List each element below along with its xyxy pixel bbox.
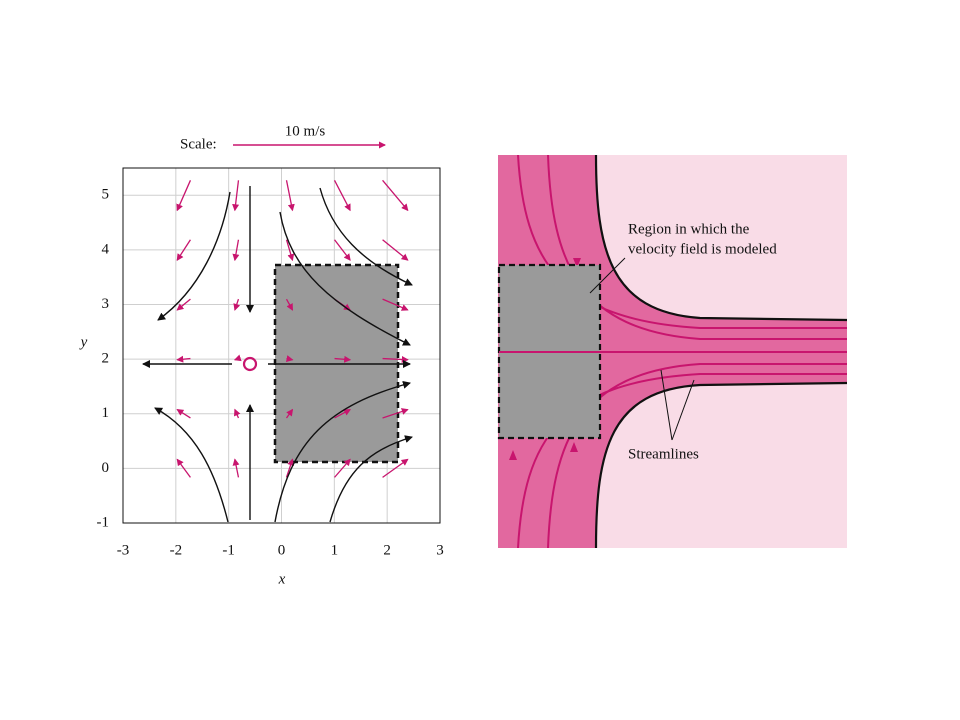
velocity-arrow bbox=[232, 458, 240, 478]
arrowhead bbox=[570, 442, 578, 452]
leader-line bbox=[660, 369, 673, 441]
region-label: Region in which the bbox=[628, 221, 750, 237]
velocity-arrow bbox=[285, 458, 294, 478]
velocity-vectors bbox=[176, 179, 409, 478]
y-tick-label: -1 bbox=[97, 514, 110, 530]
arrowhead bbox=[509, 450, 517, 460]
scale-value: 10 m/s bbox=[285, 123, 326, 139]
streamline bbox=[319, 187, 413, 286]
x-tick-label: 1 bbox=[331, 542, 339, 558]
velocity-arrow bbox=[334, 458, 351, 478]
streamlines bbox=[142, 186, 413, 523]
x-tick-label: -1 bbox=[222, 542, 235, 558]
plot-frame bbox=[122, 167, 441, 524]
x-tick-label: 2 bbox=[383, 542, 391, 558]
velocity-arrow bbox=[233, 354, 242, 362]
velocity-arrow bbox=[285, 180, 295, 212]
velocity-arrow bbox=[234, 408, 241, 419]
streamlines-label: Streamlines bbox=[628, 446, 699, 462]
streamline bbox=[274, 381, 411, 523]
velocity-arrow bbox=[176, 298, 191, 311]
velocity-arrow bbox=[233, 298, 241, 311]
velocity-arrow bbox=[176, 458, 191, 478]
velocity-arrow bbox=[176, 409, 191, 419]
region-label: velocity field is modeled bbox=[628, 241, 777, 257]
velocity-arrow bbox=[382, 458, 409, 478]
velocity-arrow bbox=[285, 355, 294, 363]
y-tick-label: 5 bbox=[102, 187, 110, 203]
y-tick-label: 3 bbox=[102, 296, 110, 312]
y-tick-label: 4 bbox=[102, 241, 110, 257]
velocity-arrow bbox=[232, 239, 240, 262]
velocity-arrow bbox=[176, 239, 191, 261]
stagnation-point bbox=[242, 356, 258, 372]
x-axis-label: x bbox=[278, 571, 286, 587]
boundary-streamline bbox=[594, 381, 848, 549]
velocity-arrow bbox=[333, 180, 351, 212]
streamline bbox=[329, 435, 413, 523]
velocity-arrow bbox=[382, 355, 409, 363]
x-tick-label: -2 bbox=[170, 542, 183, 558]
y-tick-label: 2 bbox=[102, 351, 110, 367]
x-tick-label: -3 bbox=[117, 542, 130, 558]
velocity-arrow bbox=[334, 408, 352, 419]
velocity-arrow bbox=[285, 298, 294, 311]
streamline bbox=[279, 211, 411, 346]
x-tick-label: 0 bbox=[278, 542, 286, 558]
velocity-arrow bbox=[382, 239, 409, 261]
y-tick-label: 0 bbox=[102, 460, 110, 476]
velocity-arrow bbox=[334, 355, 352, 363]
arrowhead bbox=[573, 258, 581, 268]
velocity-arrow bbox=[176, 355, 191, 363]
vector-field-plot: Scale: 10 m/s x y -3 -2 -1 0 1 2 3 -1 0 1 2 3 4 5 bbox=[79, 123, 444, 587]
velocity-arrow bbox=[176, 180, 192, 212]
scale-label: Scale: bbox=[180, 136, 217, 152]
velocity-arrow bbox=[285, 408, 294, 419]
streamline bbox=[154, 407, 229, 523]
leader-line bbox=[671, 379, 695, 441]
velocity-arrow bbox=[382, 408, 409, 419]
boundary-streamline bbox=[594, 154, 848, 322]
x-tick-label: 3 bbox=[436, 542, 444, 558]
leader-line bbox=[589, 257, 626, 294]
velocity-arrow bbox=[232, 180, 240, 212]
velocity-arrow bbox=[334, 239, 351, 261]
y-tick-label: 1 bbox=[102, 405, 110, 421]
velocity-arrow bbox=[285, 239, 295, 262]
y-axis-label: y bbox=[79, 334, 88, 350]
velocity-arrow bbox=[382, 298, 409, 311]
velocity-arrow bbox=[382, 179, 409, 212]
streamline bbox=[157, 191, 231, 321]
flow-diagram: Region in which the velocity field is mo… bbox=[497, 154, 848, 549]
